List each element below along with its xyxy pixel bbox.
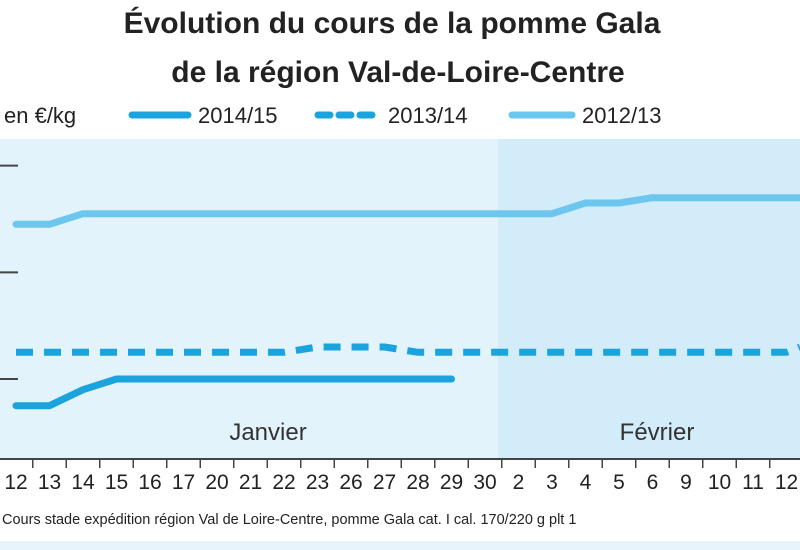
- x-tick-label-2: 14: [71, 471, 95, 494]
- legend: 2014/15 2013/14 2012/13: [128, 103, 662, 128]
- x-tick-label-4: 16: [138, 471, 161, 494]
- x-tick-label-14: 30: [473, 471, 496, 494]
- x-tick-label-7: 21: [239, 471, 262, 494]
- x-tick-label-11: 27: [373, 471, 396, 494]
- y-unit-label: en €/kg: [4, 103, 76, 128]
- legend-label-2012-13: 2012/13: [582, 103, 662, 128]
- plot-area-january: [0, 139, 498, 459]
- x-tick-label-13: 29: [440, 471, 463, 494]
- series-line-2014-15: [12, 375, 455, 410]
- y-gridlines: [0, 164, 18, 380]
- x-tick-label-0: 12: [4, 471, 27, 494]
- chart-title-line-2: de la région Val-de-Loire-Centre: [171, 56, 624, 89]
- x-tick-label-22: 11: [742, 471, 764, 494]
- x-tick-label-3: 15: [105, 471, 128, 494]
- footer-band: [0, 541, 800, 550]
- x-tick-label-16: 3: [546, 471, 558, 494]
- legend-label-2014-15: 2014/15: [198, 103, 278, 128]
- x-axis-ticks: 12 13 14 15 16 17 20 21 22 23 26 27 28 29 30 2 3 4 5 6 9 10 11…: [4, 459, 798, 494]
- x-tick-label-10: 26: [339, 471, 362, 494]
- month-label-fevrier: Février: [620, 419, 695, 446]
- x-tick-label-15: 2: [513, 471, 525, 494]
- x-tick-label-9: 23: [306, 471, 329, 494]
- chart-title-line-1: Évolution du cours de la pomme Gala: [124, 6, 661, 40]
- x-tick-label-18: 5: [613, 471, 625, 494]
- plot-area-february: [498, 139, 800, 459]
- x-tick-label-19: 6: [647, 471, 659, 494]
- x-tick-label-6: 20: [205, 471, 228, 494]
- x-tick-label-23: 12: [775, 471, 798, 494]
- x-tick-label-8: 22: [272, 471, 295, 494]
- x-tick-label-12: 28: [406, 471, 429, 494]
- legend-label-2013-14: 2013/14: [388, 103, 468, 128]
- x-tick-label-21: 10: [708, 471, 731, 494]
- source-note: Cours stade expédition région Val de Loi…: [2, 512, 576, 528]
- x-tick-label-5: 17: [172, 471, 195, 494]
- x-tick-label-17: 4: [580, 471, 592, 494]
- x-tick-label-1: 13: [38, 471, 61, 494]
- x-tick-label-20: 9: [680, 471, 692, 494]
- series-lines: [12, 194, 800, 410]
- month-label-janvier: Janvier: [229, 419, 306, 446]
- series-line-2013-14: [16, 343, 800, 356]
- series-line-2012-13: [12, 194, 800, 228]
